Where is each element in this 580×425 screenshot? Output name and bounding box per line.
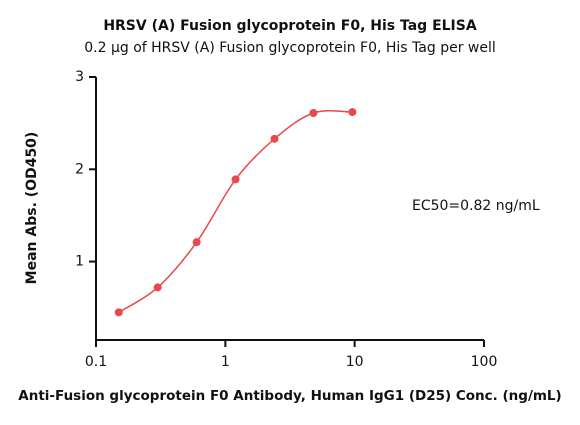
data-point [309, 108, 318, 117]
data-point [348, 108, 357, 117]
x-axis-label: Anti-Fusion glycoprotein F0 Antibody, Hu… [18, 388, 561, 404]
data-point [153, 283, 162, 292]
y-tick-label: 3 [75, 69, 84, 85]
x-tick-label: 100 [471, 354, 498, 370]
x-tick-label: 0.1 [85, 354, 107, 370]
x-tick-label: 1 [221, 354, 230, 370]
data-point [231, 175, 240, 184]
annotation: EC50=0.82 ng/mL [412, 198, 540, 214]
y-tick-label: 1 [75, 254, 84, 270]
data-point [270, 134, 279, 143]
fit-curve [118, 110, 353, 313]
chart-title: HRSV (A) Fusion glycoprotein F0, His Tag… [103, 18, 477, 34]
y-axis-label: Mean Abs. (OD450) [24, 132, 40, 285]
chart-subtitle: 0.2 μg of HRSV (A) Fusion glycoprotein F… [84, 40, 496, 56]
data-point [114, 308, 123, 317]
x-tick-label: 10 [346, 354, 364, 370]
y-tick-label: 2 [75, 161, 84, 177]
data-point [192, 238, 201, 247]
